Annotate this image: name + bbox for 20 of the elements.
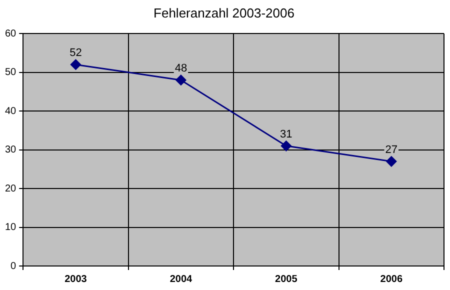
x-tick-label: 2004 [170,274,193,285]
point [386,156,397,167]
x-tick-label: 2003 [64,274,88,285]
point [176,74,186,86]
chart-title: Fehleranzahl 2003-2006 [154,5,294,20]
y-tick-label: 10 [5,222,17,234]
data-label: 48 [174,62,188,75]
x-tick-label: 2006 [380,274,403,285]
y-tick-label: 20 [5,183,17,194]
data-label: 27 [385,144,398,156]
point [280,140,292,152]
data-label: 52 [70,47,82,60]
x-tick-label: 2005 [275,274,298,285]
y-tick-label: 0 [10,260,17,272]
point [70,59,81,70]
y-tick-label: 50 [5,67,17,78]
y-tick-label: 60 [5,28,17,40]
data-label: 31 [280,128,292,140]
y-tick-label: 30 [5,144,17,156]
y-tick-label: 40 [5,106,17,117]
